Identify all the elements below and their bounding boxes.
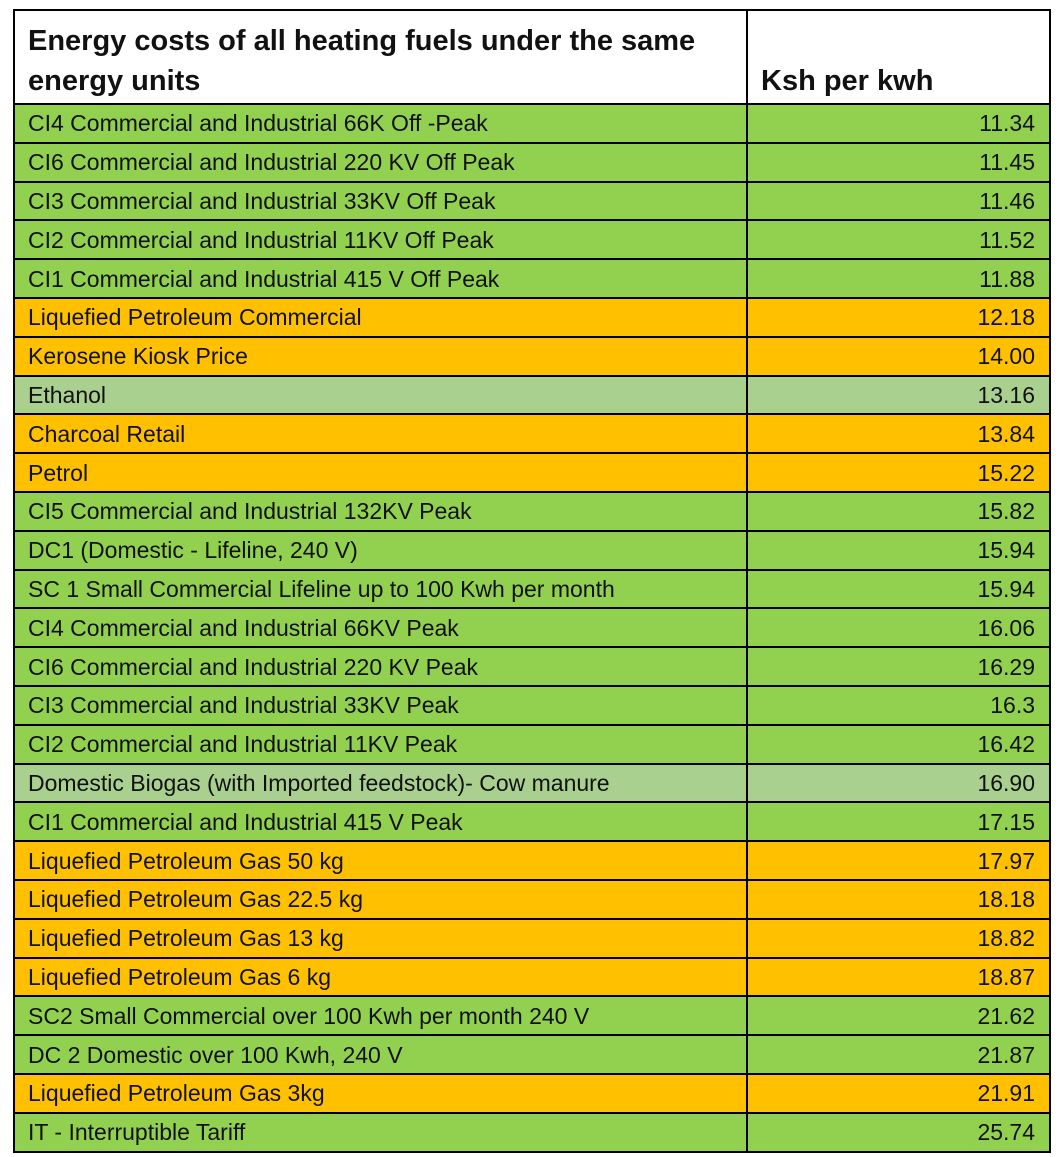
cost-value-cell: 16.06: [746, 607, 1051, 649]
fuel-label-cell: CI6 Commercial and Industrial 220 KV Off…: [13, 141, 748, 183]
cost-value-cell: 15.82: [746, 490, 1051, 532]
cost-value-cell: 11.45: [746, 141, 1051, 183]
cost-value-cell: 16.29: [746, 646, 1051, 687]
fuel-label-cell: SC2 Small Commercial over 100 Kwh per mo…: [13, 995, 748, 1037]
table-row: DC 2 Domestic over 100 Kwh, 240 V 21.87: [13, 1034, 1051, 1075]
cost-value-cell: 14.00: [746, 335, 1051, 377]
fuel-label-cell: IT - Interruptible Tariff: [13, 1111, 748, 1153]
fuel-label-cell: Domestic Biogas (with Imported feedstock…: [13, 762, 748, 804]
fuel-label-cell: CI2 Commercial and Industrial 11KV Off P…: [13, 219, 748, 261]
table-row: CI4 Commercial and Industrial 66K Off -P…: [13, 103, 1051, 144]
cost-value-cell: 11.88: [746, 258, 1051, 299]
cost-value-cell: 13.84: [746, 413, 1051, 455]
table-row: CI5 Commercial and Industrial 132KV Peak…: [13, 490, 1051, 532]
cost-value-cell: 18.87: [746, 956, 1051, 998]
fuel-label-cell: Liquefied Petroleum Gas 22.5 kg: [13, 878, 748, 920]
cost-value-cell: 12.18: [746, 296, 1051, 338]
table-row: Liquefied Petroleum Commercial 12.18: [13, 296, 1051, 338]
fuel-label-cell: Liquefied Petroleum Gas 50 kg: [13, 840, 748, 881]
cost-value-cell: 16.3: [746, 684, 1051, 726]
table-title: Energy costs of all heating fuels under …: [13, 9, 748, 105]
table-row: CI3 Commercial and Industrial 33KV Peak 1…: [13, 684, 1051, 726]
fuel-label-cell: CI4 Commercial and Industrial 66K Off -P…: [13, 103, 748, 144]
cost-value-cell: 11.34: [746, 103, 1051, 144]
fuel-label-cell: DC 2 Domestic over 100 Kwh, 240 V: [13, 1034, 748, 1075]
table-row: CI1 Commercial and Industrial 415 V Peak…: [13, 801, 1051, 843]
table-row: SC 1 Small Commercial Lifeline up to 100…: [13, 568, 1051, 610]
table-row: CI2 Commercial and Industrial 11KV Off P…: [13, 219, 1051, 261]
table-row: Kerosene Kiosk Price 14.00: [13, 335, 1051, 377]
fuel-label-cell: Liquefied Petroleum Gas 3kg: [13, 1072, 748, 1114]
cost-value-cell: 15.94: [746, 568, 1051, 610]
header-row: Energy costs of all heating fuels under …: [13, 9, 1051, 105]
fuel-label-cell: CI6 Commercial and Industrial 220 KV Pea…: [13, 646, 748, 687]
fuel-label-cell: Charcoal Retail: [13, 413, 748, 455]
table-row: CI4 Commercial and Industrial 66KV Peak 1…: [13, 607, 1051, 649]
table-row: CI6 Commercial and Industrial 220 KV Pea…: [13, 646, 1051, 687]
unit-header: Ksh per kwh: [746, 9, 1051, 105]
fuel-label-cell: Liquefied Petroleum Gas 13 kg: [13, 917, 748, 959]
cost-value-cell: 21.91: [746, 1072, 1051, 1114]
cost-value-cell: 11.46: [746, 180, 1051, 222]
cost-value-cell: 15.22: [746, 452, 1051, 493]
table-row: Liquefied Petroleum Gas 22.5 kg 18.18: [13, 878, 1051, 920]
cost-value-cell: 18.82: [746, 917, 1051, 959]
fuel-label-cell: SC 1 Small Commercial Lifeline up to 100…: [13, 568, 748, 610]
fuel-label-cell: Ethanol: [13, 374, 748, 416]
fuel-label-cell: CI4 Commercial and Industrial 66KV Peak: [13, 607, 748, 649]
cost-value-cell: 21.87: [746, 1034, 1051, 1075]
energy-cost-table: Energy costs of all heating fuels under …: [13, 9, 1051, 1153]
table-row: Ethanol 13.16: [13, 374, 1051, 416]
cost-value-cell: 13.16: [746, 374, 1051, 416]
table-row: IT - Interruptible Tariff 25.74: [13, 1111, 1051, 1153]
fuel-label-cell: CI1 Commercial and Industrial 415 V Off …: [13, 258, 748, 299]
cost-value-cell: 11.52: [746, 219, 1051, 261]
table-row: Liquefied Petroleum Gas 13 kg 18.82: [13, 917, 1051, 959]
cost-value-cell: 25.74: [746, 1111, 1051, 1153]
fuel-label-cell: DC1 (Domestic - Lifeline, 240 V): [13, 529, 748, 571]
fuel-label-cell: CI2 Commercial and Industrial 11KV Peak: [13, 723, 748, 765]
table-body: CI4 Commercial and Industrial 66K Off -P…: [13, 103, 1051, 1153]
fuel-label-cell: Kerosene Kiosk Price: [13, 335, 748, 377]
cost-value-cell: 16.90: [746, 762, 1051, 804]
table-row: CI2 Commercial and Industrial 11KV Peak 1…: [13, 723, 1051, 765]
table-row: CI6 Commercial and Industrial 220 KV Off…: [13, 141, 1051, 183]
cost-value-cell: 17.97: [746, 840, 1051, 881]
fuel-label-cell: CI1 Commercial and Industrial 415 V Peak: [13, 801, 748, 843]
cost-value-cell: 21.62: [746, 995, 1051, 1037]
table-row: Domestic Biogas (with Imported feedstock…: [13, 762, 1051, 804]
table-row: Liquefied Petroleum Gas 50 kg 17.97: [13, 840, 1051, 881]
table-row: Liquefied Petroleum Gas 6 kg 18.87: [13, 956, 1051, 998]
table-row: CI3 Commercial and Industrial 33KV Off P…: [13, 180, 1051, 222]
fuel-label-cell: Liquefied Petroleum Gas 6 kg: [13, 956, 748, 998]
table-row: SC2 Small Commercial over 100 Kwh per mo…: [13, 995, 1051, 1037]
cost-value-cell: 18.18: [746, 878, 1051, 920]
table-row: Liquefied Petroleum Gas 3kg 21.91: [13, 1072, 1051, 1114]
table-row: Charcoal Retail 13.84: [13, 413, 1051, 455]
table-row: Petrol 15.22: [13, 452, 1051, 493]
table-row: CI1 Commercial and Industrial 415 V Off …: [13, 258, 1051, 299]
fuel-label-cell: CI5 Commercial and Industrial 132KV Peak: [13, 490, 748, 532]
table-row: DC1 (Domestic - Lifeline, 240 V) 15.94: [13, 529, 1051, 571]
cost-value-cell: 15.94: [746, 529, 1051, 571]
fuel-label-cell: Liquefied Petroleum Commercial: [13, 296, 748, 338]
cost-value-cell: 16.42: [746, 723, 1051, 765]
fuel-label-cell: Petrol: [13, 452, 748, 493]
cost-value-cell: 17.15: [746, 801, 1051, 843]
fuel-label-cell: CI3 Commercial and Industrial 33KV Peak: [13, 684, 748, 726]
fuel-label-cell: CI3 Commercial and Industrial 33KV Off P…: [13, 180, 748, 222]
